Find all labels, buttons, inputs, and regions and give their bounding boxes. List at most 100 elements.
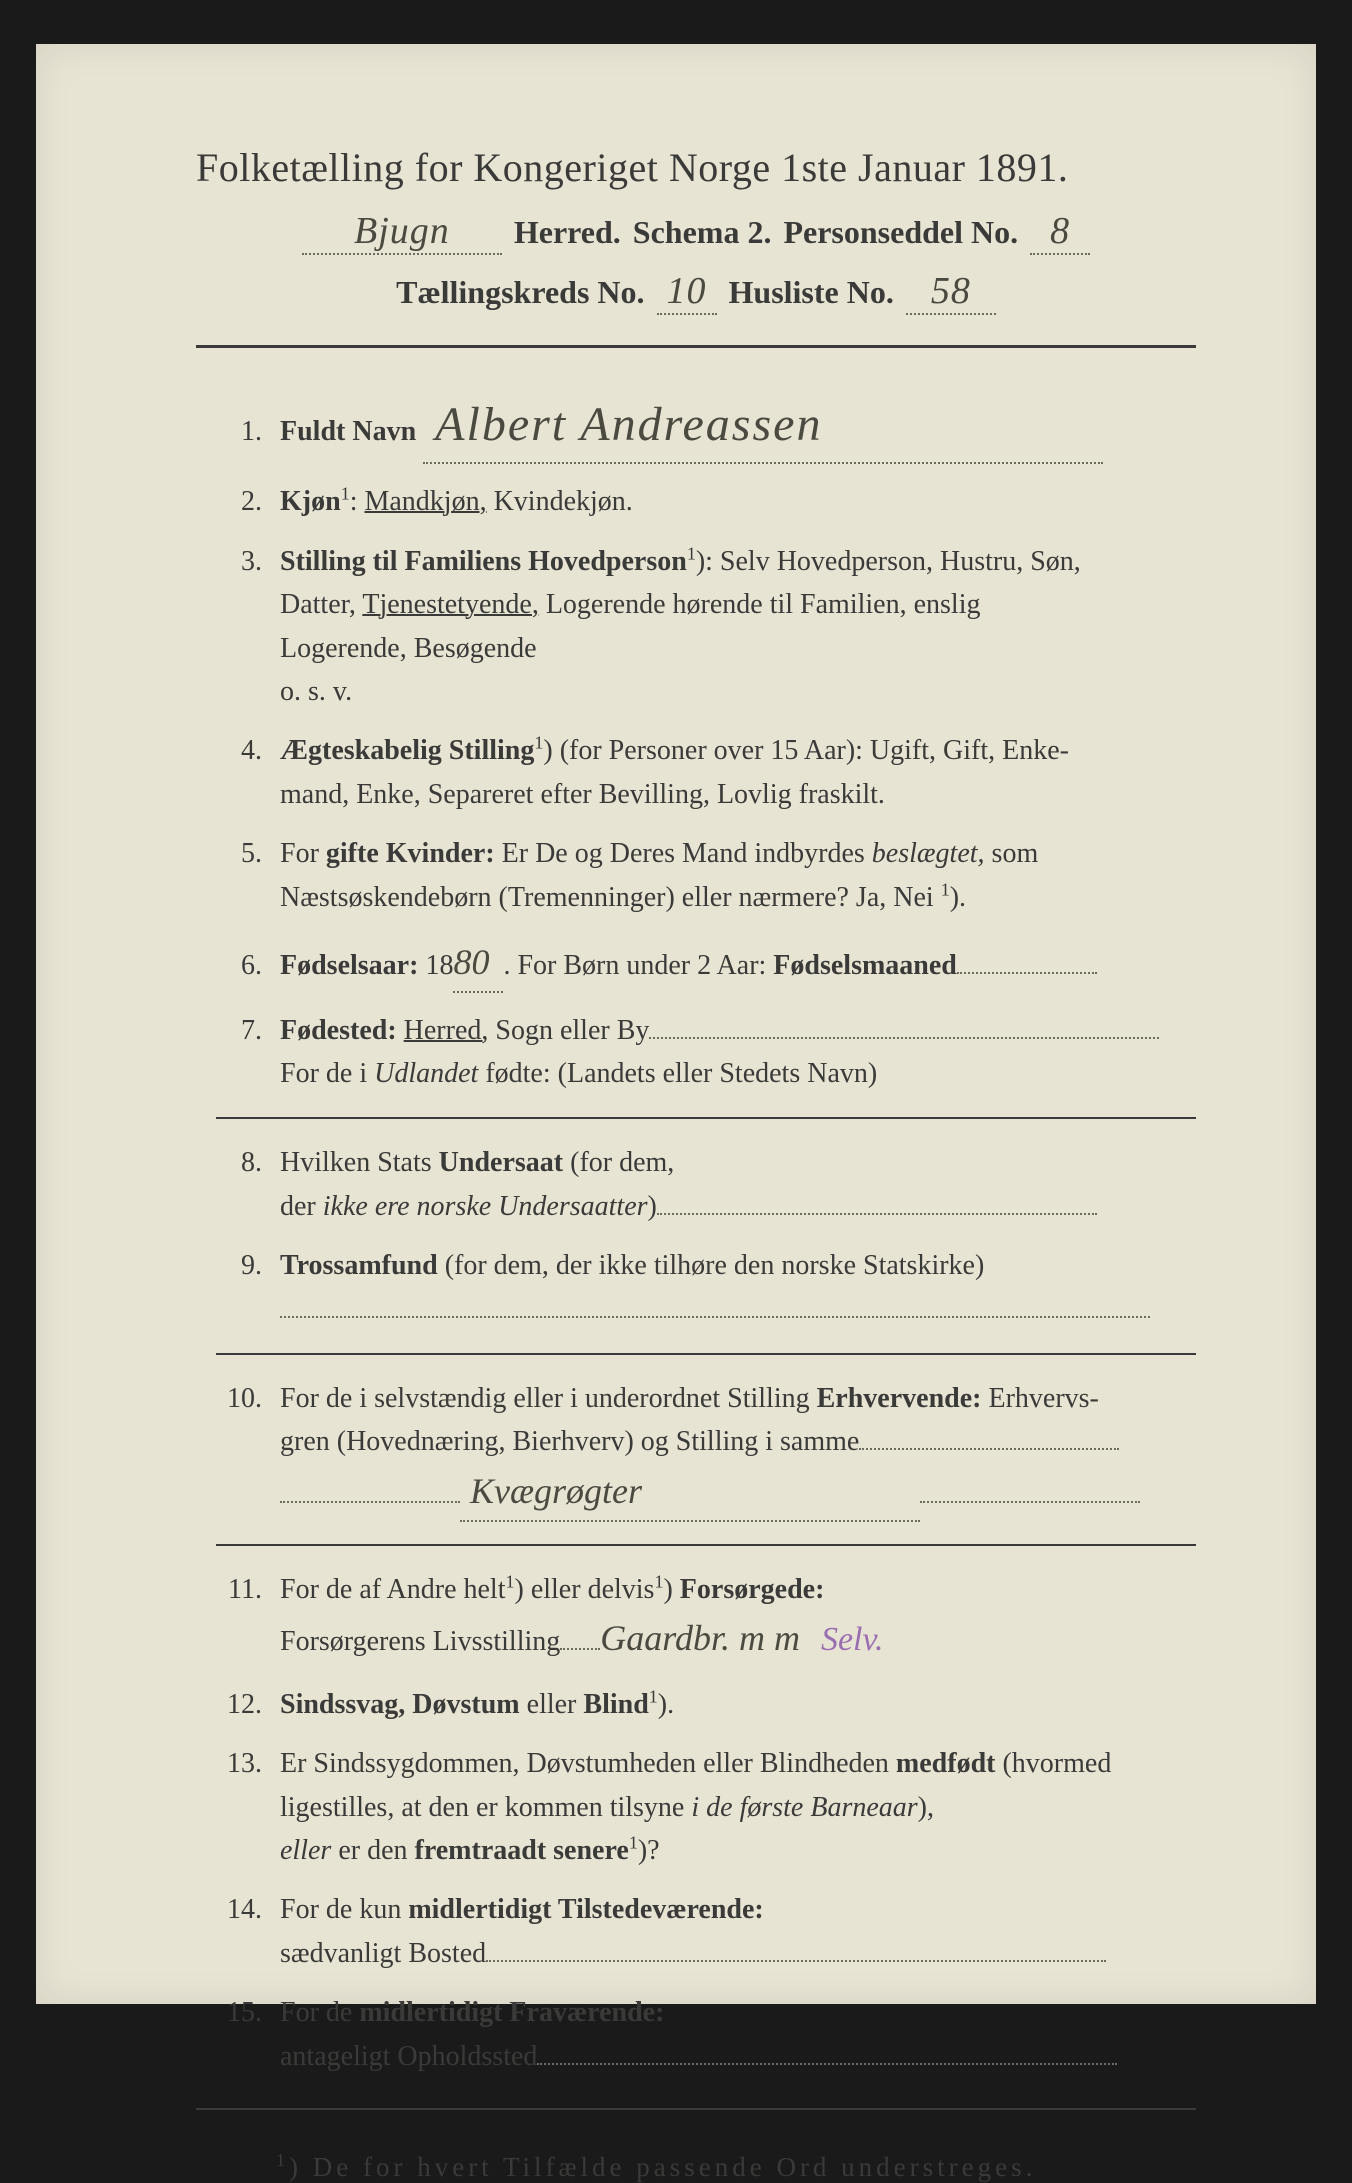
item-3-body: Stilling til Familiens Hovedperson1): Se… [280, 540, 1196, 714]
header-line-2: Bjugn Herred. Schema 2. Personseddel No.… [196, 209, 1196, 255]
item-11-l1b: ) eller delvis [515, 1574, 655, 1605]
header-line-3: Tællingskreds No. 10 Husliste No. 58 [196, 269, 1196, 315]
item-9-num: 9. [216, 1250, 262, 1282]
item-1: 1. Fuldt Navn Albert Andreassen [216, 388, 1196, 464]
header-block: Folketælling for Kongeriget Norge 1ste J… [196, 144, 1196, 315]
item-11: 11. For de af Andre helt1) eller delvis1… [216, 1568, 1196, 1667]
item-13-l2b: ), [918, 1792, 934, 1823]
item-5-sup: 1 [941, 879, 950, 899]
item-8-fill [657, 1213, 1097, 1215]
item-11-hand: Gaardbr. m m [600, 1618, 800, 1658]
item-14: 14. For de kun midlertidigt Tilstedevære… [216, 1888, 1196, 1975]
footnote-sup: 1 [276, 2150, 289, 2170]
item-3-num: 3. [216, 546, 262, 578]
item-13-l1a: Er Sindssygdommen, Døvstumheden eller Bl… [280, 1748, 896, 1779]
item-7-l2a: For de i [280, 1058, 374, 1089]
item-2-rest: : [350, 486, 358, 517]
item-11-l1c: ) [663, 1574, 679, 1605]
item-7-l2i: Udlandet [374, 1058, 478, 1089]
item-10-label: Erhvervende: [817, 1383, 982, 1414]
item-6-label2: Fødselsmaaned [773, 950, 957, 981]
item-14-num: 14. [216, 1894, 262, 1926]
items-list: 1. Fuldt Navn Albert Andreassen 2. Kjøn1… [196, 388, 1196, 2078]
item-8-l2b: ) [648, 1191, 657, 1222]
item-13-l3b: fremtraadt senere [415, 1835, 629, 1866]
item-5-body: For gifte Kvinder: Er De og Deres Mand i… [280, 832, 1196, 919]
item-3-label: Stilling til Familiens Hovedperson [280, 546, 687, 577]
item-13-body: Er Sindssygdommen, Døvstumheden eller Bl… [280, 1742, 1196, 1872]
rule-after-10 [216, 1544, 1196, 1546]
kreds-label: Tællingskreds No. [396, 274, 644, 311]
item-11-fill [560, 1648, 600, 1650]
item-10-l2: gren (Hovednæring, Bierhverv) og Stillin… [280, 1426, 859, 1457]
item-12: 12. Sindssvag, Døvstum eller Blind1). [216, 1683, 1196, 1726]
item-3-l2b: Logerende hørende til Familien, enslig [539, 589, 981, 620]
item-15-label: midlertidigt Fraværende: [359, 1997, 664, 2028]
item-6-label: Fødselsaar: [280, 950, 418, 981]
main-title: Folketælling for Kongeriget Norge 1ste J… [196, 144, 1196, 191]
item-9-fill [280, 1316, 1150, 1318]
item-13-l3e: )? [638, 1835, 660, 1866]
item-5-l2: Næstsøskendebørn (Tremenninger) eller næ… [280, 882, 941, 913]
item-2-body: Kjøn1: Mandkjøn, Kvindekjøn. [280, 480, 1196, 523]
item-13-label: medfødt [896, 1748, 996, 1779]
item-4-num: 4. [216, 735, 262, 767]
item-10: 10. For de i selvstændig eller i underor… [216, 1377, 1196, 1522]
header-rule [196, 345, 1196, 348]
item-10-l1a: For de i selvstændig eller i underordnet… [280, 1383, 817, 1414]
item-6-mid: . For Børn under 2 Aar: [503, 950, 773, 981]
item-6: 6. Fødselsaar: 1880. For Børn under 2 Aa… [216, 935, 1196, 993]
item-15-pre: For de [280, 1997, 359, 2028]
item-12-body: Sindssvag, Døvstum eller Blind1). [280, 1683, 1196, 1726]
item-7-body: Fødested: Herred, Sogn eller By For de i… [280, 1009, 1196, 1096]
item-8-l1a: Hvilken Stats [280, 1147, 439, 1178]
item-8-num: 8. [216, 1147, 262, 1179]
footnote: 1) De for hvert Tilfælde passende Ord un… [196, 2150, 1196, 2183]
item-3-l2a: Datter, [280, 589, 362, 620]
item-8-body: Hvilken Stats Undersaat (for dem, der ik… [280, 1141, 1196, 1228]
item-13-l1b: (hvormed [995, 1748, 1111, 1779]
item-14-body: For de kun midlertidigt Tilstedeværende:… [280, 1888, 1196, 1975]
item-2-plain: Kvindekjøn. [487, 486, 633, 517]
item-3-l4: o. s. v. [280, 676, 352, 707]
husliste-no: 58 [906, 269, 996, 315]
item-13-l2i: i de første Barneaar [691, 1792, 917, 1823]
item-6-yp: 18 [418, 950, 453, 981]
item-6-fill [957, 972, 1097, 974]
item-10-fill2 [280, 1501, 460, 1503]
item-13-l2a: ligestilles, at den er kommen tilsyne [280, 1792, 691, 1823]
item-13-sup: 1 [629, 1833, 638, 1853]
item-12-sup: 1 [649, 1686, 658, 1706]
item-2-underlined: Mandkjøn, [364, 486, 486, 517]
item-13: 13. Er Sindssygdommen, Døvstumheden elle… [216, 1742, 1196, 1872]
item-5-pre: For [280, 838, 326, 869]
item-2-sup: 1 [341, 484, 350, 504]
item-11-stamp: Selv. [821, 1621, 884, 1658]
item-7-fill [649, 1037, 1159, 1039]
husliste-label: Husliste No. [729, 274, 894, 311]
item-9-rest: (for dem, der ikke tilhøre den norske St… [438, 1250, 985, 1281]
item-5-l1b: som [985, 838, 1039, 869]
item-11-label: Forsørgede: [680, 1574, 825, 1605]
item-8-l1b: (for dem, [563, 1147, 674, 1178]
item-11-l2: Forsørgerens Livsstilling [280, 1626, 560, 1657]
herred-handwritten: Bjugn [302, 209, 502, 255]
item-5-l1a: Er De og Deres Mand indbyrdes [495, 838, 872, 869]
item-15-num: 15. [216, 1997, 262, 2029]
item-3-sup: 1 [687, 543, 696, 563]
item-7-label: Fødested: [280, 1015, 397, 1046]
item-4-l1: ) (for Personer over 15 Aar): Ugift, Gif… [543, 735, 1069, 766]
item-2-num: 2. [216, 486, 262, 518]
item-11-s1: 1 [506, 1571, 515, 1591]
item-3-l1: ): Selv Hovedperson, Hustru, Søn, [696, 546, 1081, 577]
item-15-l2: antageligt Opholdssted [280, 2041, 537, 2072]
item-12-mid: eller [520, 1689, 584, 1720]
item-7-rest: Sogn eller By [488, 1015, 649, 1046]
item-5-l2e: ). [950, 882, 966, 913]
item-10-fill1 [859, 1448, 1119, 1450]
item-4-body: Ægteskabelig Stilling1) (for Personer ov… [280, 729, 1196, 816]
item-14-fill [486, 1960, 1106, 1962]
item-11-num: 11. [216, 1574, 262, 1606]
item-8-l2i: ikke ere norske Undersaatter [323, 1191, 648, 1222]
item-12-end: ). [658, 1689, 674, 1720]
